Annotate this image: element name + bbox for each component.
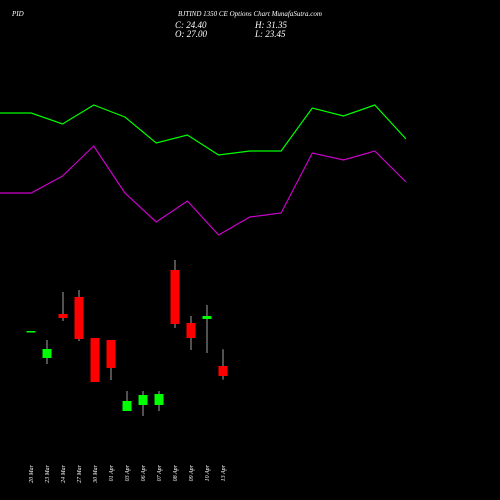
x-tick-label: 08 Apr (173, 464, 179, 481)
x-tick-label: 13 Apr (221, 464, 227, 481)
x-tick-label: 06 Apr (141, 464, 147, 481)
candle-body (26, 331, 36, 333)
candle-body (202, 316, 212, 319)
x-tick-label: 27 Mar (77, 464, 83, 482)
open-label: O: 27.00 (175, 29, 207, 39)
x-tick-label: 30 Mar (93, 464, 99, 483)
x-tick-label: 09 Apr (189, 464, 195, 481)
candle-body (42, 349, 52, 358)
high-label: H: 31.35 (254, 20, 287, 30)
x-tick-label: 23 Mar (45, 464, 51, 482)
x-tick-label: 07 Apr (157, 464, 163, 481)
indicator-line (0, 145, 407, 236)
candle-body (90, 338, 100, 382)
candle-body (186, 323, 196, 338)
candle-body (122, 401, 132, 411)
candle-body (218, 366, 228, 376)
candle-body (170, 270, 180, 324)
candle-body (58, 314, 68, 318)
x-tick-label: 01 Apr (109, 464, 115, 481)
x-tick-label: 03 Apr (125, 464, 131, 481)
x-tick-label: 10 Apr (205, 464, 211, 481)
symbol: PID (11, 10, 24, 18)
indicator-line (0, 104, 407, 156)
x-tick-label: 20 Mar (29, 464, 35, 482)
candle-body (154, 394, 164, 405)
close-label: C: 24.40 (175, 20, 207, 30)
chart-title: BJTIND 1350 CE Options Chart MunafaSutra… (178, 10, 322, 18)
candle-body (106, 340, 116, 368)
candle-body (74, 297, 84, 339)
low-label: L: 23.45 (254, 29, 286, 39)
x-tick-label: 24 Mar (60, 464, 67, 482)
candle-body (138, 395, 148, 405)
